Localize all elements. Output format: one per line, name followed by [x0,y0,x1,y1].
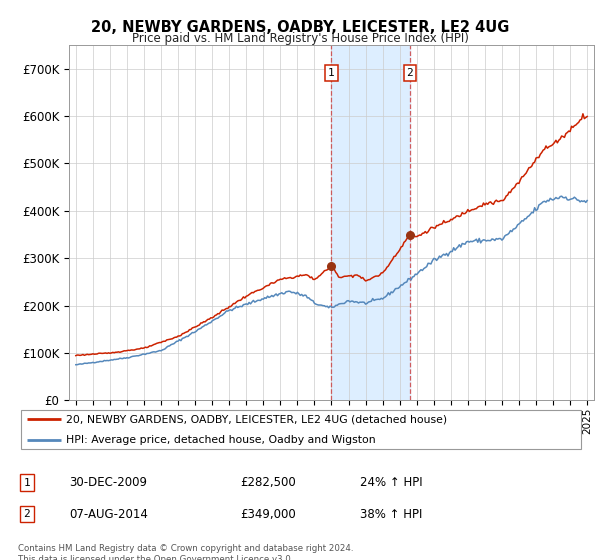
Text: Contains HM Land Registry data © Crown copyright and database right 2024.
This d: Contains HM Land Registry data © Crown c… [18,544,353,560]
Text: 07-AUG-2014: 07-AUG-2014 [69,507,148,521]
FancyBboxPatch shape [21,410,581,449]
Text: 2: 2 [23,509,31,519]
Text: HPI: Average price, detached house, Oadby and Wigston: HPI: Average price, detached house, Oadb… [66,435,376,445]
Text: Price paid vs. HM Land Registry's House Price Index (HPI): Price paid vs. HM Land Registry's House … [131,32,469,45]
Text: £282,500: £282,500 [240,476,296,489]
Text: 30-DEC-2009: 30-DEC-2009 [69,476,147,489]
Text: 2: 2 [406,68,413,78]
Text: 38% ↑ HPI: 38% ↑ HPI [360,507,422,521]
Text: 20, NEWBY GARDENS, OADBY, LEICESTER, LE2 4UG: 20, NEWBY GARDENS, OADBY, LEICESTER, LE2… [91,20,509,35]
Text: 1: 1 [23,478,31,488]
Text: 20, NEWBY GARDENS, OADBY, LEICESTER, LE2 4UG (detached house): 20, NEWBY GARDENS, OADBY, LEICESTER, LE2… [66,414,448,424]
Bar [331,45,410,400]
Text: 1: 1 [328,68,335,78]
Text: 24% ↑ HPI: 24% ↑ HPI [360,476,422,489]
Text: £349,000: £349,000 [240,507,296,521]
